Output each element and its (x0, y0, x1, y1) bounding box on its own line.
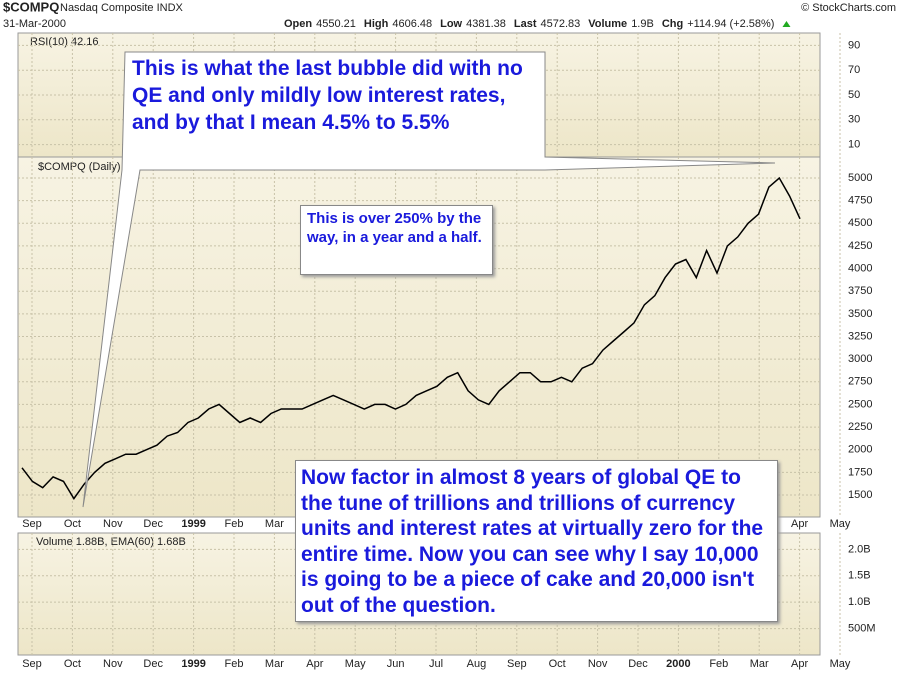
x-tick-label: May (830, 658, 851, 670)
x-tick-label: Oct (549, 658, 566, 670)
y-tick-label: 2000 (848, 444, 872, 456)
rsi-tick-label: 50 (848, 89, 860, 101)
x-tick-label: Oct (64, 658, 81, 670)
y-tick-label: 3250 (848, 330, 872, 342)
price-label: $COMPQ (Daily) (38, 161, 121, 173)
volume-label: Volume 1.88B, EMA(60) 1.68B (36, 536, 186, 548)
stat-value: +114.94 (+2.58%) (687, 18, 774, 30)
x-tick-label: Sep (507, 658, 527, 670)
stat-label: Volume (588, 18, 627, 30)
x-tick-label: Oct (64, 518, 81, 530)
volume-tick-label: 1.0B (848, 596, 871, 608)
header-name: Nasdaq Composite INDX (60, 2, 184, 14)
x-tick-label: Sep (22, 658, 42, 670)
y-tick-label: 4500 (848, 217, 872, 229)
credit: © StockCharts.com (801, 2, 896, 14)
y-tick-label: 3000 (848, 353, 872, 365)
x-tick-label: Jun (387, 658, 405, 670)
y-tick-label: 2250 (848, 421, 872, 433)
y-tick-label: 4250 (848, 240, 872, 252)
x-tick-label: Mar (265, 518, 284, 530)
y-tick-label: 4000 (848, 262, 872, 274)
y-tick-label: 3750 (848, 285, 872, 297)
y-tick-label: 4750 (848, 195, 872, 207)
stat-label: Last (514, 18, 537, 30)
rsi-tick-label: 90 (848, 39, 860, 51)
y-tick-label: 3500 (848, 308, 872, 320)
annotation: This is over 250% by the way, in a year … (300, 205, 493, 275)
volume-tick-label: 2.0B (848, 543, 871, 555)
x-tick-label: Mar (750, 658, 769, 670)
y-tick-label: 5000 (848, 172, 872, 184)
x-tick-label: Feb (225, 518, 244, 530)
x-tick-label: Nov (588, 658, 608, 670)
header-stats: Open 4550.21 High 4606.48 Low 4381.38 Last 4572… (284, 18, 791, 30)
x-tick-label: 1999 (181, 658, 205, 670)
stat-value: 4572.83 (541, 18, 581, 30)
x-tick-label: Nov (103, 658, 123, 670)
x-tick-label: May (830, 518, 851, 530)
stat-label: Chg (662, 18, 683, 30)
y-tick-label: 2500 (848, 398, 872, 410)
x-tick-label: Feb (225, 658, 244, 670)
stat-value: 4381.38 (466, 18, 506, 30)
x-tick-label: Dec (143, 518, 163, 530)
x-tick-label: Apr (791, 518, 808, 530)
stat-value: 4550.21 (316, 18, 356, 30)
stat-label: Low (440, 18, 462, 30)
stat-value: 4606.48 (392, 18, 432, 30)
rsi-tick-label: 70 (848, 64, 860, 76)
header-date: 31-Mar-2000 (3, 18, 66, 30)
y-tick-label: 2750 (848, 376, 872, 388)
x-tick-label: Apr (791, 658, 808, 670)
stat-label: High (364, 18, 389, 30)
change-arrow (782, 21, 791, 27)
y-tick-label: 1500 (848, 489, 872, 501)
volume-tick-label: 1.5B (848, 570, 871, 582)
stat-value: 1.9B (631, 18, 654, 30)
x-tick-label: Dec (628, 658, 648, 670)
price-line (21, 176, 801, 500)
x-tick-label: Mar (265, 658, 284, 670)
x-tick-label: Apr (306, 658, 323, 670)
header-symbol: $COMPQ (3, 0, 59, 14)
x-tick-label: Jul (429, 658, 443, 670)
x-tick-label: 1999 (181, 518, 205, 530)
x-tick-label: Nov (103, 518, 123, 530)
stat-label: Open (284, 18, 312, 30)
rsi-tick-label: 10 (848, 139, 860, 151)
volume-tick-label: 500M (848, 622, 876, 634)
rsi-label: RSI(10) 42.16 (30, 36, 98, 48)
x-tick-label: Dec (143, 658, 163, 670)
rsi-tick-label: 30 (848, 114, 860, 126)
x-tick-label: 2000 (666, 658, 690, 670)
x-tick-label: May (345, 658, 366, 670)
y-tick-label: 1750 (848, 466, 872, 478)
x-tick-label: Sep (22, 518, 42, 530)
annotation: Now factor in almost 8 years of global Q… (295, 460, 778, 622)
callout (82, 51, 776, 508)
x-tick-label: Feb (709, 658, 728, 670)
annotation: This is what the last bubble did with no… (132, 57, 523, 134)
x-tick-label: Aug (467, 658, 487, 670)
